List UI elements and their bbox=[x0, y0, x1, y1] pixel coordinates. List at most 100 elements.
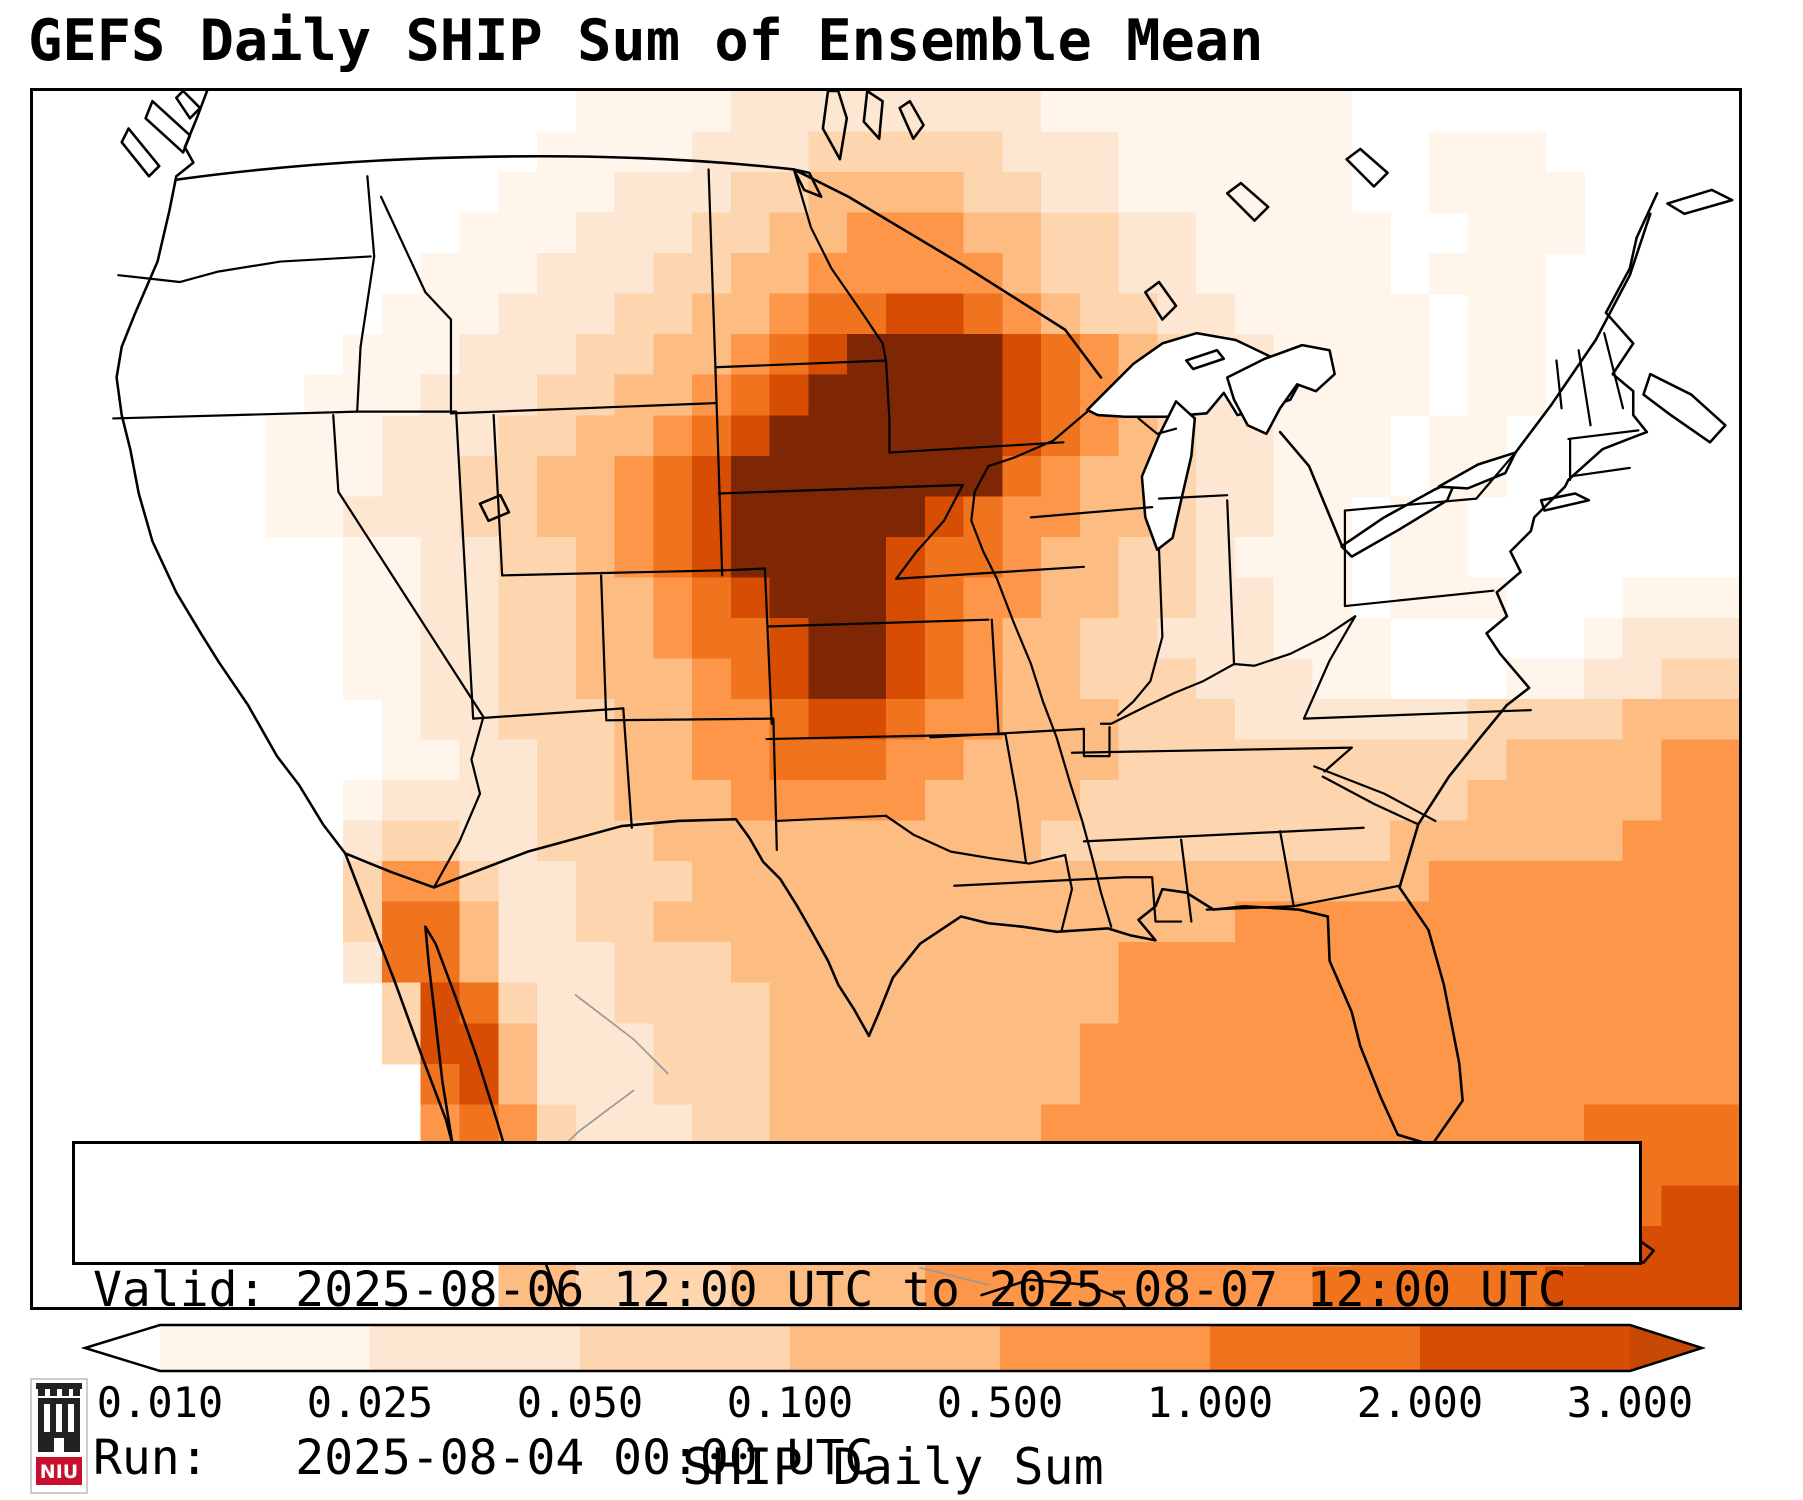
heatmap-cell bbox=[1273, 1266, 1314, 1307]
heatmap-cell bbox=[420, 820, 461, 862]
heatmap-cell bbox=[537, 780, 577, 822]
colorbar-label: SHIP Daily Sum bbox=[682, 1438, 1104, 1496]
heatmap-cell bbox=[1002, 780, 1042, 822]
heatmap-cell bbox=[847, 739, 887, 781]
heatmap-cell bbox=[692, 172, 732, 214]
heatmap-cell bbox=[1002, 91, 1042, 133]
heatmap-cell bbox=[1661, 699, 1702, 741]
heatmap-cell bbox=[653, 820, 694, 862]
heatmap-cell bbox=[1545, 658, 1585, 700]
heatmap-cell bbox=[730, 739, 771, 781]
heatmap-cell bbox=[304, 374, 345, 417]
heatmap-cell bbox=[1351, 617, 1391, 660]
heatmap-cell bbox=[1583, 780, 1624, 822]
heatmap-cell bbox=[1273, 253, 1314, 295]
heatmap-cell bbox=[1118, 212, 1159, 254]
heatmap-cell bbox=[537, 577, 577, 619]
heatmap-cell bbox=[692, 1023, 732, 1065]
heatmap-cell bbox=[1467, 820, 1508, 862]
heatmap-cell bbox=[730, 658, 771, 700]
heatmap-cell bbox=[537, 172, 577, 214]
heatmap-cell bbox=[575, 1063, 616, 1106]
heatmap-cell bbox=[769, 415, 810, 457]
heatmap-cell bbox=[1700, 1063, 1739, 1106]
heatmap-cell bbox=[924, 131, 965, 173]
heatmap-cell bbox=[537, 658, 577, 700]
heatmap-cell bbox=[575, 1266, 616, 1307]
heatmap-cell bbox=[1273, 780, 1314, 822]
heatmap-cell bbox=[1428, 172, 1469, 214]
heatmap-cell bbox=[963, 1266, 1004, 1307]
heatmap-cell bbox=[575, 820, 616, 862]
heatmap-cell bbox=[459, 536, 500, 579]
heatmap-cell bbox=[1622, 658, 1663, 700]
heatmap-cell bbox=[1428, 901, 1469, 944]
heatmap-cell bbox=[1157, 91, 1198, 133]
heatmap-cell bbox=[498, 415, 538, 457]
heatmap-cell bbox=[692, 617, 732, 660]
heatmap-cell bbox=[1390, 1063, 1430, 1106]
heatmap-cell bbox=[886, 699, 926, 741]
heatmap-cell bbox=[381, 455, 422, 498]
heatmap-cell bbox=[1041, 1104, 1081, 1146]
heatmap-cell bbox=[924, 942, 965, 984]
heatmap-cell bbox=[498, 1104, 538, 1146]
heatmap-cell bbox=[963, 577, 1004, 619]
us-canada-border-east bbox=[792, 168, 1103, 379]
heatmap-cell bbox=[614, 1063, 655, 1106]
heatmap-cell bbox=[847, 415, 887, 457]
heatmap-cell bbox=[808, 1063, 849, 1106]
heatmap-cell bbox=[808, 1023, 849, 1065]
heatmap-cell bbox=[1196, 212, 1236, 254]
heatmap-cell bbox=[1700, 699, 1739, 741]
heatmap-cell bbox=[459, 942, 500, 984]
heatmap-cell bbox=[1002, 334, 1042, 376]
heatmap-cell bbox=[1622, 982, 1663, 1025]
heatmap-cell bbox=[1041, 536, 1081, 579]
heatmap-cell bbox=[1545, 820, 1585, 862]
heatmap-cell bbox=[769, 334, 810, 376]
heatmap-cell bbox=[381, 415, 422, 457]
heatmap-cell bbox=[1118, 172, 1159, 214]
us-canada-border bbox=[175, 155, 796, 181]
heatmap-cell bbox=[1351, 942, 1391, 984]
heatmap-cell bbox=[1661, 617, 1702, 660]
heatmap-cell bbox=[1351, 901, 1391, 944]
run-time-text: Run: 2025-08-04 00:00 UTC bbox=[93, 1430, 874, 1486]
heatmap-cell bbox=[1196, 455, 1236, 498]
heatmap-cell bbox=[1273, 496, 1314, 538]
heatmap-cell bbox=[847, 455, 887, 498]
heatmap-cell bbox=[1312, 1266, 1353, 1307]
heatmap-cell bbox=[692, 334, 732, 376]
heatmap-cell bbox=[1118, 1104, 1159, 1146]
heatmap-cell bbox=[653, 1266, 694, 1307]
heatmap-cell bbox=[1196, 699, 1236, 741]
heatmap-cell bbox=[963, 172, 1004, 214]
heatmap-cell bbox=[614, 861, 655, 903]
heatmap-cell bbox=[1273, 212, 1314, 254]
heatmap-cell bbox=[886, 131, 926, 173]
heatmap-cell bbox=[1079, 496, 1120, 538]
heatmap-cell bbox=[886, 1023, 926, 1065]
heatmap-cell bbox=[498, 699, 538, 741]
heatmap-cell bbox=[886, 982, 926, 1025]
heatmap-cell bbox=[1545, 172, 1585, 214]
heatmap-cell bbox=[1312, 942, 1353, 984]
heatmap-cell bbox=[924, 212, 965, 254]
heatmap-cell bbox=[653, 739, 694, 781]
heatmap-cell bbox=[1157, 942, 1198, 984]
heatmap-cell bbox=[653, 617, 694, 660]
heatmap-cell bbox=[1312, 1104, 1353, 1146]
heatmap-cell bbox=[963, 861, 1004, 903]
heatmap-cell bbox=[1273, 1104, 1314, 1146]
heatmap-cell bbox=[498, 1023, 538, 1065]
heatmap-cell bbox=[1002, 293, 1042, 336]
heatmap-cell bbox=[498, 455, 538, 498]
heatmap-cell bbox=[886, 455, 926, 498]
heatmap-cell bbox=[1157, 172, 1198, 214]
heatmap-cell bbox=[1467, 172, 1508, 214]
heatmap-cell bbox=[1118, 91, 1159, 133]
heatmap-cell bbox=[1157, 1104, 1198, 1146]
heatmap-cell bbox=[420, 536, 461, 579]
heatmap-cell bbox=[1467, 131, 1508, 173]
